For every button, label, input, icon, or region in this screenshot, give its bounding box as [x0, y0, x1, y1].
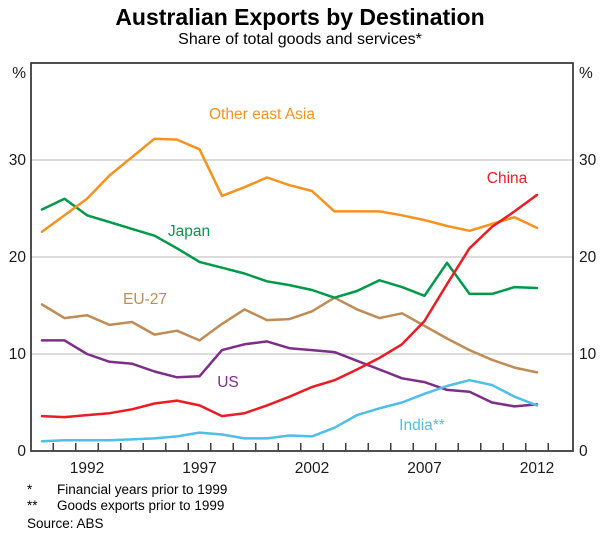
chart-subtitle: Share of total goods and services*	[178, 31, 422, 48]
x-label-2002: 2002	[295, 460, 329, 477]
footnote-1: * Financial years prior to 1999	[27, 482, 227, 498]
source-note: Source: ABS	[27, 516, 104, 531]
footnote-2-marker: **	[27, 498, 38, 513]
series-line-other-east-asia	[40, 137, 539, 234]
series-label-us: US	[217, 374, 239, 391]
footnote-2-text: Goods exports prior to 1999	[57, 498, 225, 513]
series-line-japan	[40, 197, 539, 299]
series-line-china	[40, 193, 539, 419]
y-label-right-30: 30	[579, 152, 597, 169]
y-label-left-0: 0	[17, 443, 26, 460]
footnote-2: ** Goods exports prior to 1999	[27, 498, 227, 514]
y-label-right-20: 20	[579, 249, 597, 266]
series-label-china: China	[487, 170, 528, 187]
y-label-left-30: 30	[9, 152, 27, 169]
series-line-india-	[40, 378, 539, 443]
footnotes: * Financial years prior to 1999 ** Goods…	[27, 482, 227, 514]
x-label-2012: 2012	[520, 460, 554, 477]
series-label-other-east-asia: Other east Asia	[209, 106, 315, 123]
series-label-eu-27: EU-27	[123, 291, 167, 308]
plot-box	[30, 62, 574, 452]
y-label-left-10: 10	[9, 346, 27, 363]
footnote-1-text: Financial years prior to 1999	[57, 482, 228, 497]
y-label-left-20: 20	[9, 249, 27, 266]
y-label-right-10: 10	[579, 346, 597, 363]
chart-title: Australian Exports by Destination	[115, 4, 485, 30]
x-label-2007: 2007	[407, 460, 441, 477]
y-label-right-0: 0	[579, 443, 588, 460]
y-axis-unit-left: %	[12, 65, 26, 82]
x-label-1997: 1997	[182, 460, 216, 477]
x-label-1992: 1992	[70, 460, 104, 477]
series-label-india-: India**	[399, 417, 445, 434]
y-axis-unit-right: %	[579, 65, 593, 82]
series-line-us	[40, 339, 539, 408]
series-line-eu-27	[40, 296, 539, 374]
footnote-1-marker: *	[27, 482, 33, 497]
series-label-japan: Japan	[168, 223, 210, 240]
